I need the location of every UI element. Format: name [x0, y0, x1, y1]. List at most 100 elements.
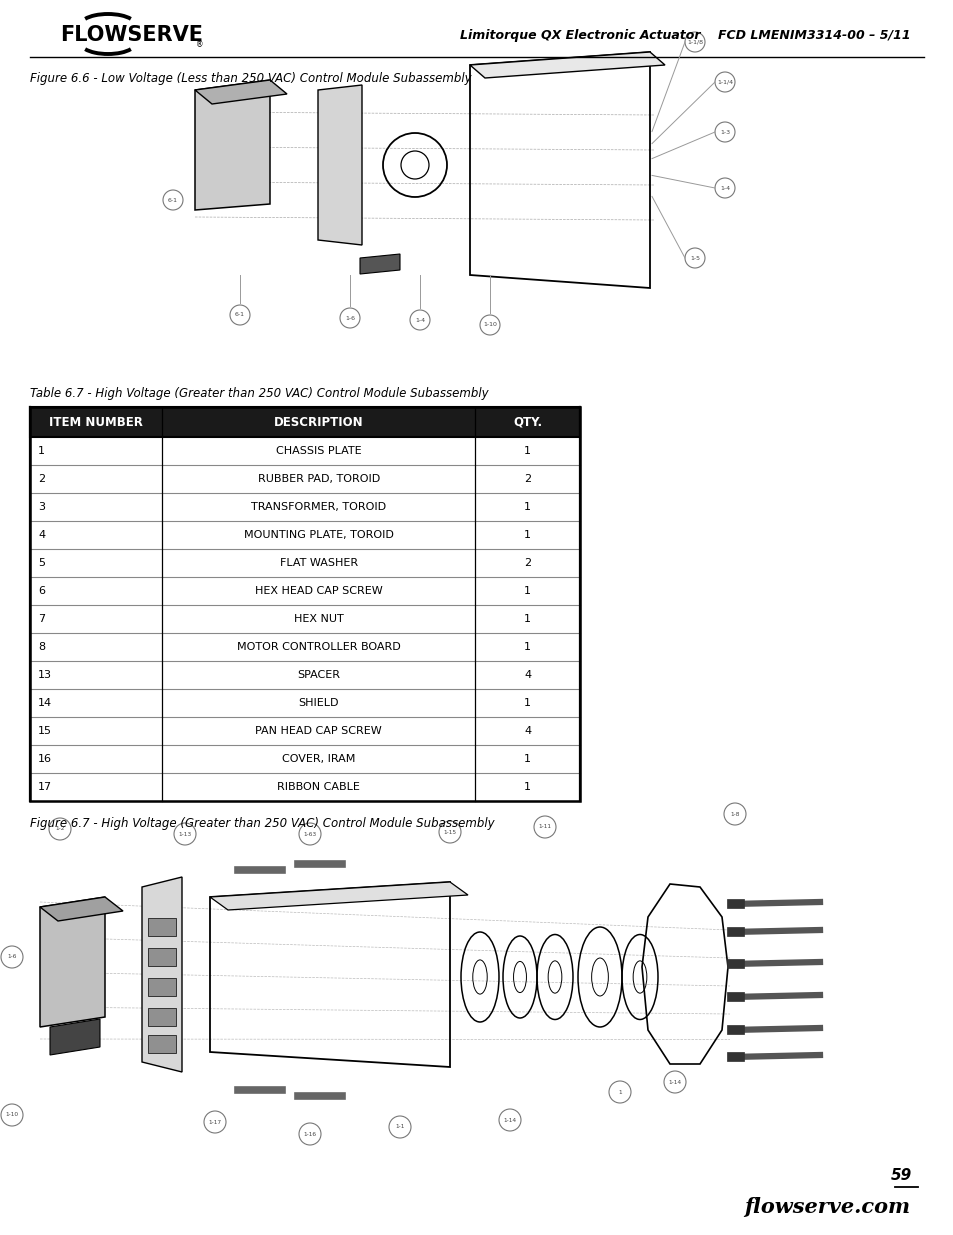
Text: 6: 6: [38, 585, 45, 597]
Text: 1-11: 1-11: [537, 825, 551, 830]
Text: 1-2: 1-2: [55, 826, 65, 831]
Text: DESCRIPTION: DESCRIPTION: [274, 415, 363, 429]
Polygon shape: [317, 85, 361, 245]
Text: Figure 6.7 - High Voltage (Greater than 250 VAC) Control Module Subassembly: Figure 6.7 - High Voltage (Greater than …: [30, 818, 494, 830]
Bar: [148, 1008, 175, 1026]
Text: 1: 1: [524, 614, 531, 624]
Text: 1-6: 1-6: [345, 315, 355, 321]
Text: 1: 1: [524, 755, 531, 764]
Text: 1: 1: [618, 1089, 621, 1094]
Text: 1-3: 1-3: [720, 130, 729, 135]
Polygon shape: [40, 897, 123, 921]
Text: QTY.: QTY.: [513, 415, 541, 429]
Text: SHIELD: SHIELD: [298, 698, 338, 708]
Bar: [30, 521, 579, 550]
Text: ®: ®: [195, 40, 203, 49]
Text: 1-63: 1-63: [303, 831, 316, 836]
Bar: [30, 718, 579, 745]
Text: MOTOR CONTROLLER BOARD: MOTOR CONTROLLER BOARD: [236, 642, 400, 652]
Text: 4: 4: [38, 530, 45, 540]
Text: SPACER: SPACER: [297, 671, 340, 680]
Text: 3: 3: [38, 501, 45, 513]
Polygon shape: [50, 1019, 100, 1055]
Bar: [30, 773, 579, 802]
Text: 16: 16: [38, 755, 52, 764]
Text: 7: 7: [38, 614, 45, 624]
Bar: [30, 745, 579, 773]
Text: 1-10: 1-10: [6, 1113, 18, 1118]
Text: 13: 13: [38, 671, 52, 680]
Text: 1: 1: [524, 530, 531, 540]
Text: HEX HEAD CAP SCREW: HEX HEAD CAP SCREW: [254, 585, 382, 597]
Text: Table 6.7 - High Voltage (Greater than 250 VAC) Control Module Subassembly: Table 6.7 - High Voltage (Greater than 2…: [30, 387, 488, 400]
Text: 1-16: 1-16: [303, 1131, 316, 1136]
Text: CHASSIS PLATE: CHASSIS PLATE: [275, 446, 361, 456]
Bar: [30, 577, 579, 605]
Text: COVER, IRAM: COVER, IRAM: [282, 755, 355, 764]
Text: 1: 1: [524, 585, 531, 597]
Text: 1-4: 1-4: [720, 185, 729, 190]
Text: 1-4: 1-4: [415, 317, 425, 322]
Text: 1-5: 1-5: [689, 256, 700, 261]
Text: 1-13: 1-13: [178, 831, 192, 836]
Text: 59: 59: [890, 1168, 911, 1183]
Polygon shape: [194, 80, 287, 104]
Text: FLOWSERVE: FLOWSERVE: [60, 25, 203, 44]
Text: 2: 2: [523, 474, 531, 484]
Text: RUBBER PAD, TOROID: RUBBER PAD, TOROID: [257, 474, 379, 484]
Text: MOUNTING PLATE, TOROID: MOUNTING PLATE, TOROID: [244, 530, 394, 540]
Text: 17: 17: [38, 782, 52, 792]
Bar: [30, 634, 579, 661]
Bar: [30, 466, 579, 493]
Bar: [30, 689, 579, 718]
Bar: [30, 493, 579, 521]
Bar: [30, 605, 579, 634]
Text: 2: 2: [523, 558, 531, 568]
Polygon shape: [210, 882, 468, 910]
Text: 1: 1: [524, 642, 531, 652]
Text: 1-1/4: 1-1/4: [717, 79, 732, 84]
Text: 15: 15: [38, 726, 52, 736]
Text: 1: 1: [524, 501, 531, 513]
Text: FLAT WASHER: FLAT WASHER: [279, 558, 357, 568]
Bar: [30, 437, 579, 466]
Bar: [30, 408, 579, 437]
Polygon shape: [40, 897, 105, 1028]
Text: 1-15: 1-15: [443, 830, 456, 835]
Bar: [148, 918, 175, 936]
Text: TRANSFORMER, TOROID: TRANSFORMER, TOROID: [251, 501, 386, 513]
Text: 1-1: 1-1: [395, 1125, 404, 1130]
Text: 6-1: 6-1: [168, 198, 178, 203]
Text: 2: 2: [38, 474, 45, 484]
Text: PAN HEAD CAP SCREW: PAN HEAD CAP SCREW: [255, 726, 382, 736]
Bar: [30, 661, 579, 689]
Text: 1-14: 1-14: [668, 1079, 680, 1084]
Bar: [30, 408, 579, 802]
Polygon shape: [142, 877, 182, 1072]
Text: ITEM NUMBER: ITEM NUMBER: [49, 415, 143, 429]
Polygon shape: [470, 52, 664, 78]
Text: 1-8: 1-8: [729, 811, 739, 816]
Text: 14: 14: [38, 698, 52, 708]
Bar: [148, 948, 175, 966]
Polygon shape: [194, 80, 270, 210]
Text: 1-1/8: 1-1/8: [686, 40, 702, 44]
Text: 6-1: 6-1: [234, 312, 245, 317]
Text: 8: 8: [38, 642, 45, 652]
Text: 5: 5: [38, 558, 45, 568]
Text: Limitorque QX Electronic Actuator    FCD LMENIM3314-00 – 5/11: Limitorque QX Electronic Actuator FCD LM…: [459, 28, 910, 42]
Text: RIBBON CABLE: RIBBON CABLE: [277, 782, 360, 792]
Polygon shape: [359, 254, 399, 274]
Bar: [148, 978, 175, 995]
Text: 1: 1: [524, 782, 531, 792]
Text: 1: 1: [38, 446, 45, 456]
Bar: [148, 1035, 175, 1053]
Text: 1: 1: [524, 698, 531, 708]
Text: 1-10: 1-10: [482, 322, 497, 327]
Bar: [30, 550, 579, 577]
Text: flowserve.com: flowserve.com: [743, 1197, 909, 1216]
Text: 4: 4: [523, 671, 531, 680]
Text: 1-14: 1-14: [503, 1118, 516, 1123]
Text: 1-17: 1-17: [208, 1119, 221, 1125]
Text: Figure 6.6 - Low Voltage (Less than 250 VAC) Control Module Subassembly: Figure 6.6 - Low Voltage (Less than 250 …: [30, 72, 471, 85]
